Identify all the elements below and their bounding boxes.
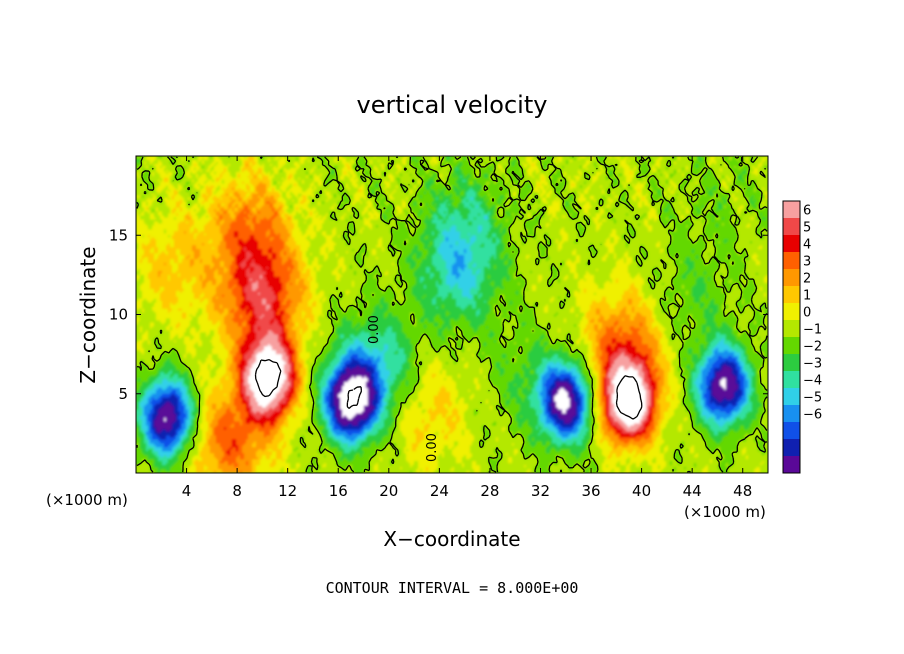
colorbar-tick-label: 4	[803, 238, 811, 253]
colorbar-swatch	[783, 456, 800, 474]
colorbar-tick-label: 2	[803, 272, 811, 287]
colorbar-swatch	[783, 235, 800, 253]
y-tick-label: 5	[118, 385, 128, 403]
heatmap-image	[136, 156, 768, 473]
x-tick-label: 48	[733, 482, 752, 500]
contour-label-zero-1: 0.00	[367, 315, 382, 344]
colorbar-tick-label: 6	[803, 204, 811, 219]
colorbar-swatch	[783, 337, 800, 355]
y-tick-label: 10	[109, 306, 128, 324]
x-axis-label: X−coordinate	[383, 527, 520, 551]
colorbar-tick-label: −2	[803, 340, 822, 355]
colorbar-swatch	[783, 269, 800, 287]
colorbar: 6 5 4 3 2 1 0 −1 −2 −3 −4 −5 −6	[782, 200, 822, 474]
colorbar-swatch	[783, 405, 800, 423]
colorbar-tick-label: −4	[803, 374, 822, 389]
x-axis: 4 8 12 16 20 24 28 32 36 40 44 48	[182, 156, 752, 500]
colorbar-tick-label: 0	[803, 306, 811, 321]
x-tick-label: 24	[430, 482, 449, 500]
y-axis-label: Z−coordinate	[76, 246, 100, 383]
colorbar-swatch	[783, 320, 800, 338]
colorbar-tick-label: 5	[803, 221, 811, 236]
colorbar-tick-label: −5	[803, 391, 822, 406]
x-tick-label: 32	[531, 482, 550, 500]
colorbar-swatch	[783, 303, 800, 321]
contour-negative	[346, 386, 363, 409]
colorbar-swatch	[783, 252, 800, 270]
colorbar-swatch	[783, 422, 800, 440]
contour-positive	[254, 358, 643, 420]
colorbar-frame	[782, 200, 801, 474]
colorbar-tick-label: −1	[803, 323, 822, 338]
x-unit-left: (×1000 m)	[46, 491, 128, 509]
x-tick-label: 8	[232, 482, 242, 500]
contour-interval-footer: CONTOUR INTERVAL = 8.000E+00	[326, 579, 579, 597]
x-tick-label: 20	[379, 482, 398, 500]
colorbar-tick-label: −6	[803, 408, 822, 423]
colorbar-swatch	[783, 218, 800, 236]
x-tick-label: 16	[329, 482, 348, 500]
colorbar-tick-label: −3	[803, 357, 822, 372]
x-tick-label: 36	[581, 482, 600, 500]
chart-title: vertical velocity	[357, 91, 548, 119]
colorbar-tick-label: 3	[803, 255, 811, 270]
x-tick-label: 40	[632, 482, 651, 500]
x-tick-label: 28	[480, 482, 499, 500]
colorbar-swatch	[783, 286, 800, 304]
y-axis: 5 10 15	[109, 226, 768, 403]
x-tick-label: 12	[278, 482, 297, 500]
colorbar-swatch	[783, 354, 800, 372]
x-unit-right: (×1000 m)	[684, 503, 766, 521]
y-tick-label: 15	[109, 226, 128, 244]
colorbar-swatch	[783, 439, 800, 457]
contour-label-zero-2: 0.00	[425, 433, 440, 462]
contour-zero	[136, 156, 768, 473]
plot-area: 0.00 0.00	[135, 155, 769, 474]
colorbar-swatch	[783, 388, 800, 406]
x-tick-label: 44	[683, 482, 702, 500]
x-tick-label: 4	[182, 482, 192, 500]
colorbar-tick-label: 1	[803, 289, 811, 304]
contour-lines	[136, 156, 768, 473]
colorbar-swatch	[783, 371, 800, 389]
colorbar-swatch	[783, 201, 800, 219]
